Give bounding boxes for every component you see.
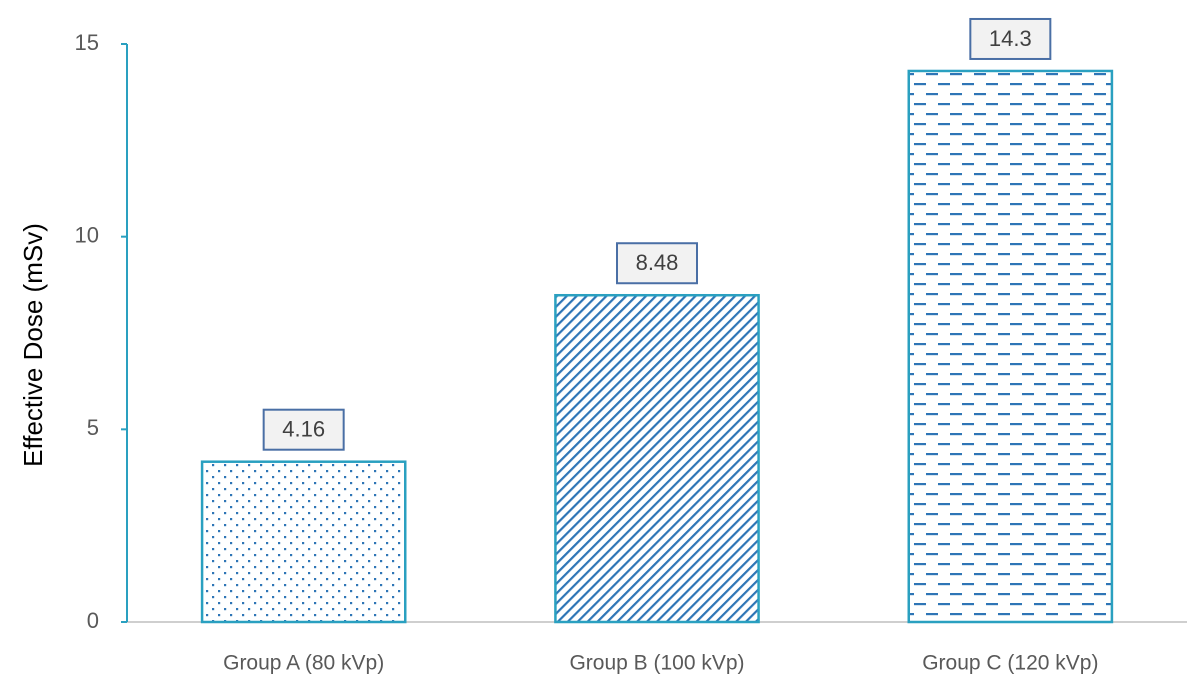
value-label: 14.3 [989, 26, 1032, 51]
y-axis-title: Effective Dose (mSv) [18, 223, 48, 467]
value-label-box [262, 408, 345, 451]
x-tick-label: Group C (120 kVp) [922, 652, 1098, 675]
y-tick-label: 15 [75, 30, 99, 55]
x-tick-label: Group B (100 kVp) [569, 652, 744, 675]
bar [907, 69, 1114, 624]
bar [554, 293, 760, 624]
y-tick-label: 0 [87, 608, 99, 633]
value-label-box [616, 242, 698, 285]
y-tick-label: 5 [87, 415, 99, 440]
y-tick-label: 10 [75, 222, 99, 247]
value-label: 4.16 [282, 417, 325, 442]
bar [200, 460, 407, 624]
value-label-box [969, 17, 1052, 60]
value-label: 8.48 [636, 250, 679, 275]
x-tick-label: Group A (80 kVp) [223, 652, 384, 675]
